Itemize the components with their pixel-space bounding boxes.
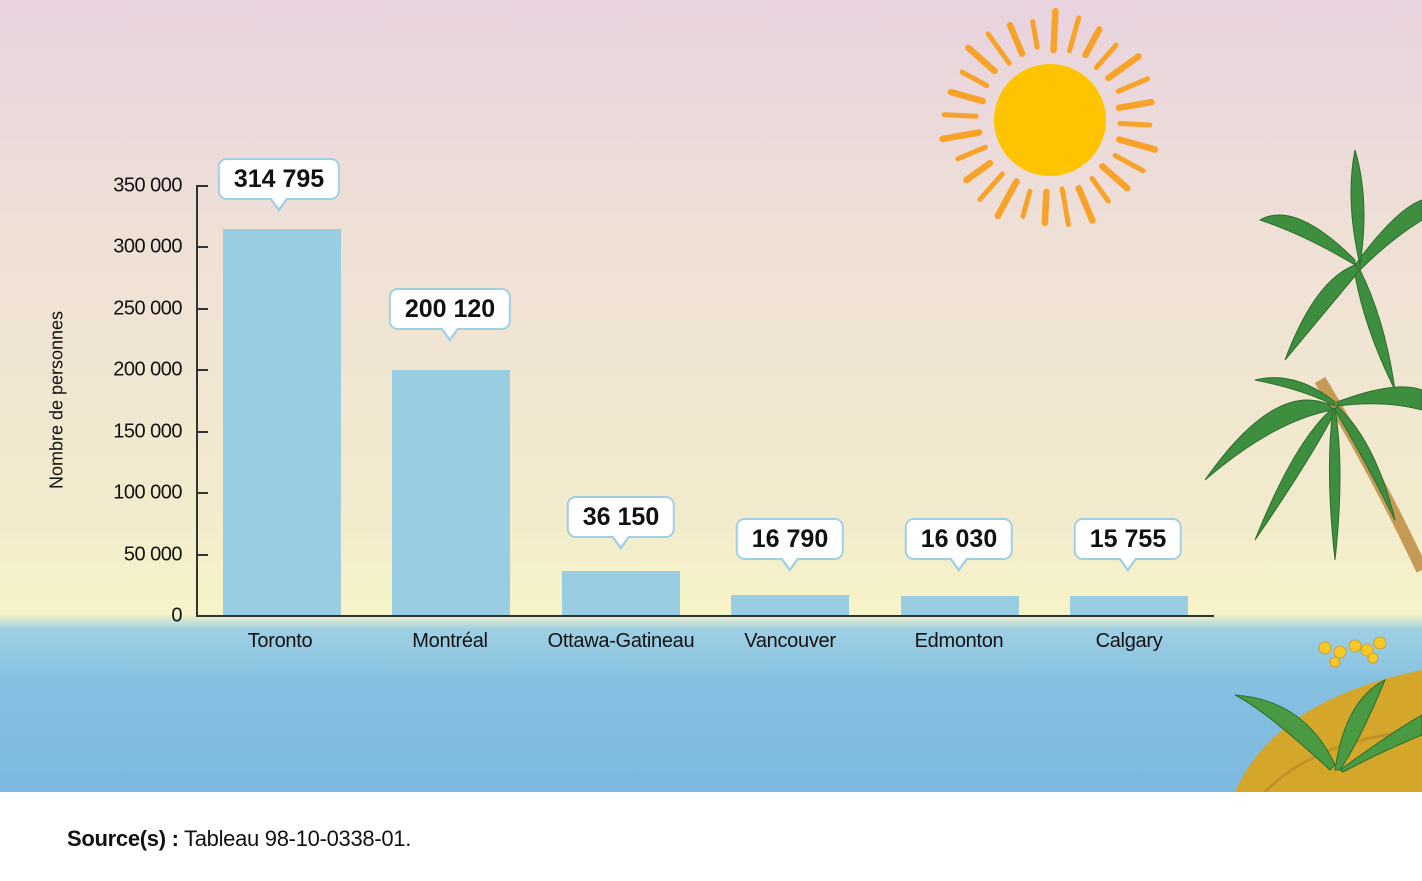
- y-tick: [196, 308, 208, 310]
- y-axis-line: [196, 186, 198, 617]
- source-note: Source(s) : Tableau 98-10-0338-01.: [67, 826, 411, 852]
- x-category-label: Vancouver: [744, 630, 836, 652]
- palm-tree-illustration: [1204, 149, 1422, 792]
- value-callout: 15 755: [1073, 518, 1183, 560]
- y-tick: [196, 554, 208, 556]
- y-axis-title: Nombre de personnes: [46, 310, 67, 490]
- value-callout: 36 150: [566, 496, 676, 538]
- y-tick-label: 200 000: [113, 358, 182, 381]
- x-category-label: Toronto: [247, 630, 313, 652]
- x-axis-line: [196, 615, 1214, 617]
- y-tick-label: 300 000: [113, 235, 182, 258]
- bar-vancouver: [731, 595, 849, 615]
- chart-background: Nombre de personnes 350 000 300 000 250 …: [0, 0, 1422, 792]
- y-tick-label: 0: [171, 604, 182, 627]
- sun-icon: [939, 7, 1159, 227]
- y-tick-label: 250 000: [113, 297, 182, 320]
- bar-ottawa-gatineau: [562, 571, 680, 615]
- footer: [0, 792, 1422, 881]
- x-category-label: Calgary: [1095, 630, 1163, 652]
- y-tick-label: 50 000: [123, 543, 183, 566]
- value-callout: 314 795: [217, 158, 341, 200]
- x-category-label: Edmonton: [914, 630, 1004, 652]
- bar-montreal: [392, 370, 510, 615]
- value-callout: 16 030: [904, 518, 1014, 560]
- y-tick: [196, 431, 208, 433]
- y-tick: [196, 492, 208, 494]
- bar-calgary: [1070, 596, 1188, 615]
- y-tick-label: 100 000: [113, 481, 182, 504]
- source-text: Tableau 98-10-0338-01.: [178, 826, 412, 851]
- y-tick-label: 350 000: [113, 174, 182, 197]
- source-label: Source(s) :: [67, 826, 179, 851]
- value-callout: 16 790: [735, 518, 845, 560]
- y-tick: [196, 369, 208, 371]
- value-callout: 200 120: [388, 288, 512, 330]
- y-tick: [196, 246, 208, 248]
- x-category-label: Montréal: [412, 630, 488, 652]
- x-category-label: Ottawa-Gatineau: [547, 630, 695, 652]
- y-tick: [196, 185, 208, 187]
- y-tick-label: 150 000: [113, 420, 182, 443]
- bar-edmonton: [901, 596, 1019, 615]
- bar-toronto: [223, 229, 341, 615]
